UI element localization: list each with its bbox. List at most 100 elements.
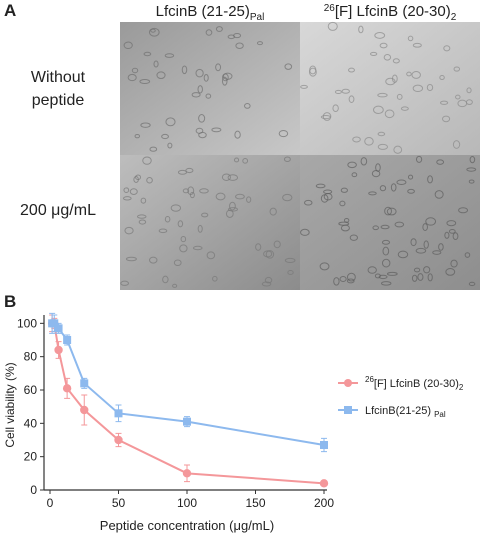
cell [244,102,251,109]
cell [309,65,317,75]
cell [407,188,415,194]
cell [308,67,317,77]
legend-sub: 2 [459,383,464,392]
cell [201,212,209,218]
point [114,435,123,445]
cell [434,190,444,199]
point [183,417,191,426]
cell [123,41,133,50]
point [54,324,63,333]
cell [386,207,397,216]
cell [432,250,442,255]
point [319,479,329,488]
cell [351,172,358,178]
cell [375,163,381,172]
cell [384,109,395,119]
y-tick-label: 40 [24,416,38,430]
cell [400,106,409,111]
cell [246,196,252,203]
cell [269,207,277,216]
cell [222,72,233,80]
cell [446,220,457,227]
cell [415,155,423,163]
cell [411,274,418,282]
cell [425,217,437,226]
cell [427,273,433,282]
legend-sub: Pal [434,410,446,419]
cell [465,99,473,105]
cell [215,63,222,72]
cell [438,243,444,251]
header-text: LfcinB (21-25) [156,3,250,20]
cell [368,191,377,196]
micrograph [300,155,480,290]
cell [138,219,147,225]
cell [407,174,414,180]
cell [374,32,386,39]
y-axis-label: Cell viability (%) [3,362,17,447]
cell [346,278,355,284]
cell [125,256,137,262]
cell [445,267,456,276]
cell [427,175,433,184]
cell [422,223,428,232]
cell [358,25,364,34]
point [320,441,328,449]
cell [379,42,388,49]
cell [442,115,451,123]
cell [197,224,203,233]
cell [255,243,262,251]
point [80,405,89,415]
cell [221,173,231,181]
cell [206,251,216,260]
legend-label: 26[F] LfcinB (20-30)2 [365,375,464,392]
cell [407,35,414,42]
cell [127,73,137,82]
cell [153,60,159,68]
cell [131,67,139,74]
x-tick-label: 50 [112,496,126,510]
cell [340,187,348,193]
legend-marker [344,379,352,387]
cell [205,29,213,36]
cell [397,250,409,259]
cell [333,277,340,286]
cell [452,232,459,241]
cell [417,273,424,281]
cell [412,42,422,48]
cell [173,259,182,267]
cell [177,169,188,175]
cell [284,257,296,264]
cell [455,94,461,100]
cell [146,177,153,184]
cell [284,63,293,70]
x-tick-label: 100 [177,496,197,510]
cell [412,84,424,93]
cell [439,100,449,105]
cell [139,79,151,85]
panel-label: A [4,1,16,20]
point [54,345,63,355]
cell [140,197,147,204]
cell [227,34,236,40]
cell [319,262,330,271]
header-sub: Pal [250,12,264,23]
cell [352,136,361,143]
series-line [52,322,325,485]
micrograph [120,22,300,155]
y-tick-label: 0 [30,483,37,497]
cell [197,85,203,94]
cell [453,66,461,72]
cell [300,228,310,236]
cell [369,51,378,56]
cell [304,199,313,206]
cell [187,186,195,196]
header-sup: 26 [324,3,336,14]
cell [379,185,387,192]
cell [349,234,358,241]
cell [383,54,392,61]
cell [242,158,249,164]
cell [348,95,355,103]
cell [466,87,472,94]
